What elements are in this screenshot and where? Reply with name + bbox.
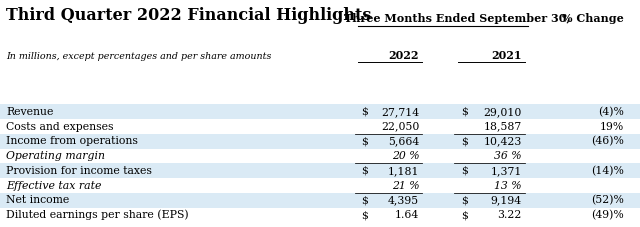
- Text: 1,181: 1,181: [388, 166, 419, 176]
- Text: 29,010: 29,010: [483, 107, 522, 117]
- Text: $: $: [362, 107, 369, 117]
- Text: $: $: [461, 210, 468, 220]
- FancyBboxPatch shape: [0, 134, 640, 149]
- Text: 9,194: 9,194: [490, 195, 522, 205]
- Text: 2022: 2022: [388, 50, 419, 61]
- Text: 3.22: 3.22: [497, 210, 522, 220]
- Text: $: $: [362, 136, 369, 146]
- Text: 10,423: 10,423: [483, 136, 522, 146]
- Text: Net income: Net income: [6, 195, 70, 205]
- Text: $: $: [461, 136, 468, 146]
- Text: $: $: [362, 166, 369, 176]
- FancyBboxPatch shape: [0, 104, 640, 119]
- Text: 20 %: 20 %: [392, 151, 419, 161]
- Text: 1.64: 1.64: [395, 210, 419, 220]
- Text: Income from operations: Income from operations: [6, 136, 138, 146]
- Text: $: $: [362, 195, 369, 205]
- Text: (14)%: (14)%: [591, 166, 624, 176]
- Text: (52)%: (52)%: [591, 195, 624, 205]
- Text: (49)%: (49)%: [591, 210, 624, 220]
- Text: 19%: 19%: [600, 121, 624, 132]
- Text: $: $: [461, 166, 468, 176]
- Text: 1,371: 1,371: [490, 166, 522, 176]
- Text: 13 %: 13 %: [494, 180, 522, 191]
- Text: 5,664: 5,664: [388, 136, 419, 146]
- Text: $: $: [461, 107, 468, 117]
- Text: % Change: % Change: [563, 13, 624, 24]
- Text: Three Months Ended September 30,: Three Months Ended September 30,: [344, 13, 571, 24]
- Text: Diluted earnings per share (EPS): Diluted earnings per share (EPS): [6, 210, 189, 220]
- Text: Revenue: Revenue: [6, 107, 54, 117]
- Text: (4)%: (4)%: [598, 107, 624, 117]
- Text: Costs and expenses: Costs and expenses: [6, 121, 114, 132]
- Text: 18,587: 18,587: [483, 121, 522, 132]
- Text: 4,395: 4,395: [388, 195, 419, 205]
- Text: Provision for income taxes: Provision for income taxes: [6, 166, 152, 176]
- Text: $: $: [362, 210, 369, 220]
- Text: Third Quarter 2022 Financial Highlights: Third Quarter 2022 Financial Highlights: [6, 7, 372, 24]
- Text: Operating margin: Operating margin: [6, 151, 106, 161]
- Text: 27,714: 27,714: [381, 107, 419, 117]
- Text: In millions, except percentages and per share amounts: In millions, except percentages and per …: [6, 52, 272, 61]
- Text: 2021: 2021: [491, 50, 522, 61]
- Text: (46)%: (46)%: [591, 136, 624, 146]
- Text: 21 %: 21 %: [392, 180, 419, 191]
- Text: 22,050: 22,050: [381, 121, 419, 132]
- FancyBboxPatch shape: [0, 163, 640, 178]
- Text: 36 %: 36 %: [494, 151, 522, 161]
- Text: $: $: [461, 195, 468, 205]
- FancyBboxPatch shape: [0, 193, 640, 208]
- Text: Effective tax rate: Effective tax rate: [6, 180, 102, 191]
